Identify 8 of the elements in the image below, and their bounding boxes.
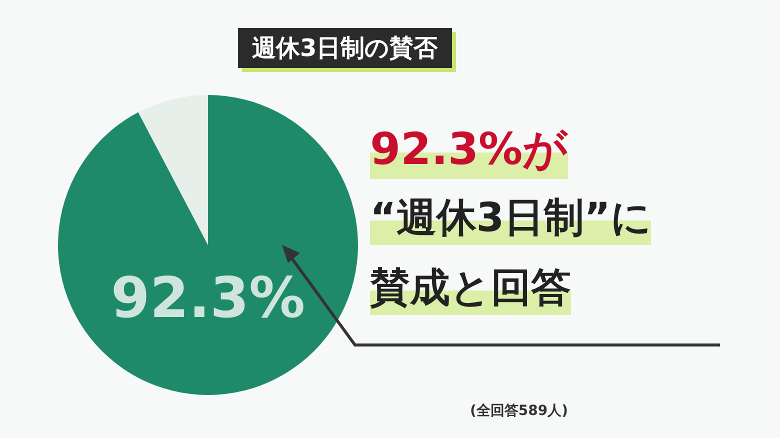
text: “週休3日制”に — [370, 190, 652, 245]
text: (全回答589人) — [470, 402, 568, 420]
data-label: 92.3% — [110, 266, 306, 331]
chart-title: 週休3日制の賛否 — [238, 28, 452, 68]
text: 賛成と回答 — [370, 260, 571, 315]
pie-slice — [58, 95, 358, 395]
text: 92.3%が — [370, 120, 568, 179]
pie-slice — [138, 95, 208, 245]
